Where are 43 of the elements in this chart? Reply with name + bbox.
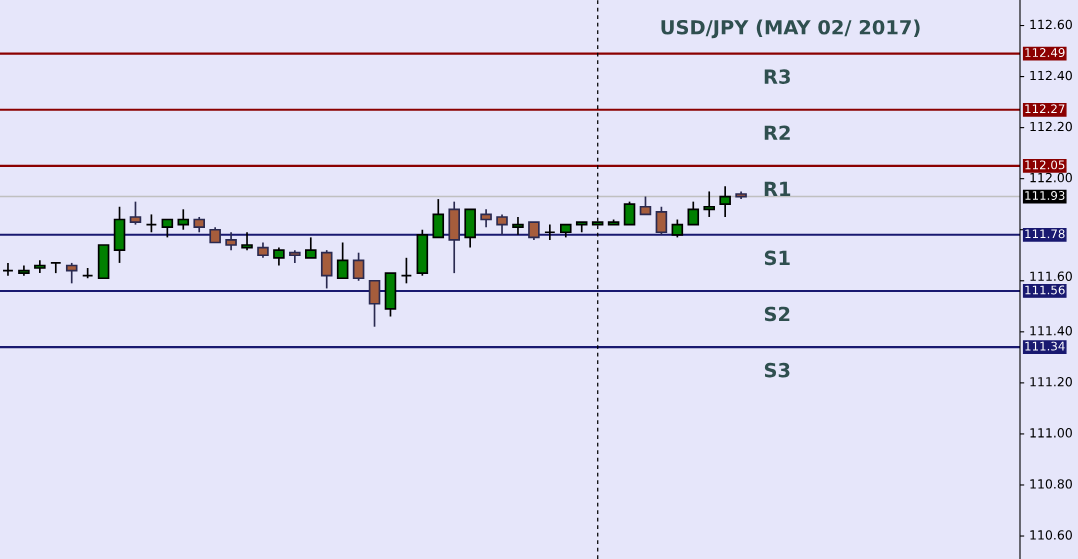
ref-line-label: 111.93 <box>1025 191 1065 200</box>
ref-line-label: 111.34 <box>1025 341 1065 351</box>
ref-line-label: 112.05 <box>1025 160 1065 170</box>
candlestick <box>241 231 253 251</box>
annotation: R3 <box>764 69 790 84</box>
annotation: R2 <box>764 125 790 140</box>
y-tick-label: 111.20 <box>1030 377 1072 387</box>
text: USD/JPY (MAY 02/ 2017) <box>661 19 920 39</box>
y-tick-label: 110.60 <box>1030 530 1072 540</box>
annotation: S1 <box>764 250 790 266</box>
candlestick <box>655 205 668 236</box>
candlestick <box>719 185 731 218</box>
candlestick <box>305 236 317 259</box>
y-tick-label: 112.60 <box>1030 19 1072 30</box>
candlestick <box>320 249 333 290</box>
ref-line-label: 111.56 <box>1025 285 1065 295</box>
candlestick <box>512 216 524 236</box>
candlestick <box>50 262 62 274</box>
annotation: S2 <box>764 306 790 322</box>
candlestick <box>623 200 636 226</box>
candlestick <box>368 279 381 328</box>
candlestick <box>703 190 715 218</box>
y-tick-label: 112.40 <box>1030 70 1072 81</box>
ref-line-label: 112.49 <box>1025 48 1065 58</box>
y-tick-label: 111.60 <box>1030 271 1072 281</box>
candlestick <box>687 200 700 226</box>
candlestick <box>2 262 14 277</box>
candlestick <box>352 251 365 282</box>
y-tick-label: 111.00 <box>1030 428 1072 438</box>
y-tick-label: 112.20 <box>1030 121 1072 132</box>
y-tick-label: 111.40 <box>1030 326 1072 336</box>
candlestick <box>432 198 445 239</box>
y-tick-label: 110.80 <box>1030 479 1072 489</box>
candlestick <box>336 241 349 280</box>
y-tick-label: 112.00 <box>1030 172 1072 183</box>
annotation: R1 <box>764 181 791 196</box>
annotation: S3 <box>764 362 790 378</box>
ref-line-label: 112.27 <box>1025 104 1065 114</box>
candlestick <box>129 200 142 226</box>
candlestick <box>496 213 508 236</box>
ref-line-label: 111.78 <box>1025 229 1065 239</box>
candlestick <box>400 256 413 285</box>
candlestick <box>544 223 556 241</box>
